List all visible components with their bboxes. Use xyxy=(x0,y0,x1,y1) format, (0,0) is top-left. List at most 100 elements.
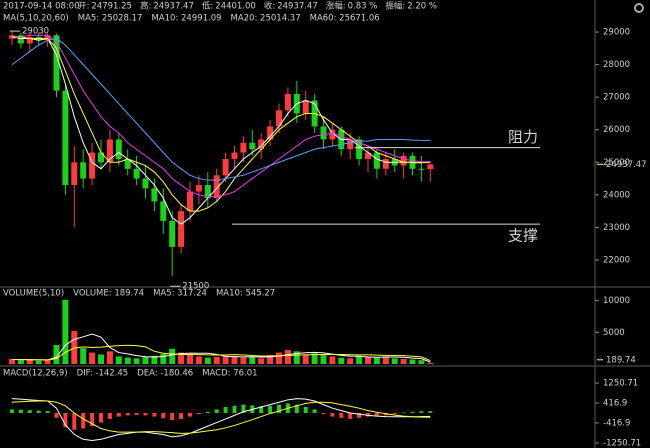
bar xyxy=(81,412,86,429)
bar xyxy=(347,358,354,364)
bar xyxy=(356,355,363,364)
candle-body xyxy=(204,185,211,199)
candle-body xyxy=(80,162,87,179)
bar xyxy=(302,354,309,364)
info-value: 24791.25 xyxy=(91,2,132,12)
bar xyxy=(26,359,33,364)
candle-body xyxy=(178,211,185,247)
gear[interactable] xyxy=(634,3,644,13)
indicator-label: MACD(12,26,9) xyxy=(3,369,68,379)
bar xyxy=(204,357,211,364)
bar xyxy=(392,412,397,415)
candle-body xyxy=(249,142,256,150)
bar xyxy=(142,357,149,364)
legend-entry: MA5: 25028.17 xyxy=(78,14,143,24)
bar xyxy=(143,412,148,416)
bar xyxy=(428,411,433,413)
bar xyxy=(311,353,318,364)
bar xyxy=(124,357,131,364)
last-value-label: 189.74 xyxy=(606,355,636,365)
candle-body xyxy=(365,152,371,160)
ma-line xyxy=(11,34,431,197)
bar xyxy=(400,358,407,364)
legend-entry: MA20: 25014.37 xyxy=(231,14,301,24)
bar xyxy=(53,344,60,364)
candle-body xyxy=(98,152,104,163)
bar xyxy=(329,356,336,364)
level-label: 支撑 xyxy=(508,227,538,245)
ma-line xyxy=(11,36,431,225)
candle-body xyxy=(89,152,96,179)
candle-body xyxy=(302,100,309,114)
bar xyxy=(419,411,424,413)
candle-body xyxy=(17,35,24,44)
bar xyxy=(330,412,335,417)
legend-entry: MA10: 545.27 xyxy=(216,289,275,299)
candle-body xyxy=(400,155,407,166)
candle-body xyxy=(231,152,238,160)
ma-line xyxy=(11,38,431,181)
bar xyxy=(303,407,308,413)
bar xyxy=(427,362,434,364)
bar xyxy=(293,351,300,364)
bar xyxy=(231,356,238,364)
info-label: 高: xyxy=(140,1,151,12)
candle-body xyxy=(151,188,158,202)
y-tick-label: -416.9 xyxy=(603,418,630,428)
bar xyxy=(151,355,158,364)
bar xyxy=(98,354,104,364)
candle-body xyxy=(26,36,33,44)
bar xyxy=(258,358,265,364)
bar xyxy=(382,356,389,364)
bar xyxy=(107,412,112,419)
bar xyxy=(223,407,228,413)
y-tick-label: 26000 xyxy=(603,125,630,135)
candle-body xyxy=(276,110,282,127)
bar xyxy=(89,352,96,364)
bar xyxy=(160,353,167,364)
bar xyxy=(294,404,299,413)
y-tick-label: 25000 xyxy=(603,158,630,168)
bar xyxy=(63,412,68,428)
legend-entry: VOLUME: 189.74 xyxy=(73,289,144,299)
bar xyxy=(188,412,192,417)
bar xyxy=(418,360,425,364)
bar xyxy=(214,409,219,413)
info-label: 振幅: xyxy=(385,1,405,12)
bar xyxy=(374,412,379,416)
candle-body xyxy=(356,139,363,160)
bar xyxy=(410,411,415,413)
candle-body xyxy=(160,201,167,221)
candle-body xyxy=(133,168,140,179)
y-tick-label: 416.9 xyxy=(603,399,627,409)
info-label: 开: xyxy=(78,2,89,12)
candle-body xyxy=(44,35,51,41)
legend-entry: DEA: -180.46 xyxy=(137,369,193,379)
bar xyxy=(312,409,317,413)
bar xyxy=(170,412,175,421)
bar xyxy=(391,358,398,364)
bar xyxy=(125,412,130,416)
bar xyxy=(9,358,15,364)
indicator-line xyxy=(11,398,431,442)
bar xyxy=(320,355,327,364)
bar xyxy=(249,357,256,364)
candle-body xyxy=(222,159,229,176)
bar xyxy=(18,409,23,413)
bar xyxy=(161,412,166,419)
legend-entry: DIF: -142.45 xyxy=(77,369,129,379)
bar xyxy=(106,351,113,364)
info-label: 低: xyxy=(202,1,213,12)
y-tick-label: 28000 xyxy=(603,60,630,70)
date-title: 2017-09-14 08:00 xyxy=(3,2,80,12)
bar xyxy=(80,348,87,364)
y-tick-label: 22000 xyxy=(603,255,630,265)
bar xyxy=(169,348,176,364)
bar xyxy=(10,409,14,413)
bar xyxy=(196,412,201,415)
bar xyxy=(366,412,370,417)
y-tick-label: 1250.71 xyxy=(603,379,638,389)
settings-icon[interactable] xyxy=(634,3,644,13)
bar xyxy=(267,355,274,364)
candle-body xyxy=(267,126,274,140)
